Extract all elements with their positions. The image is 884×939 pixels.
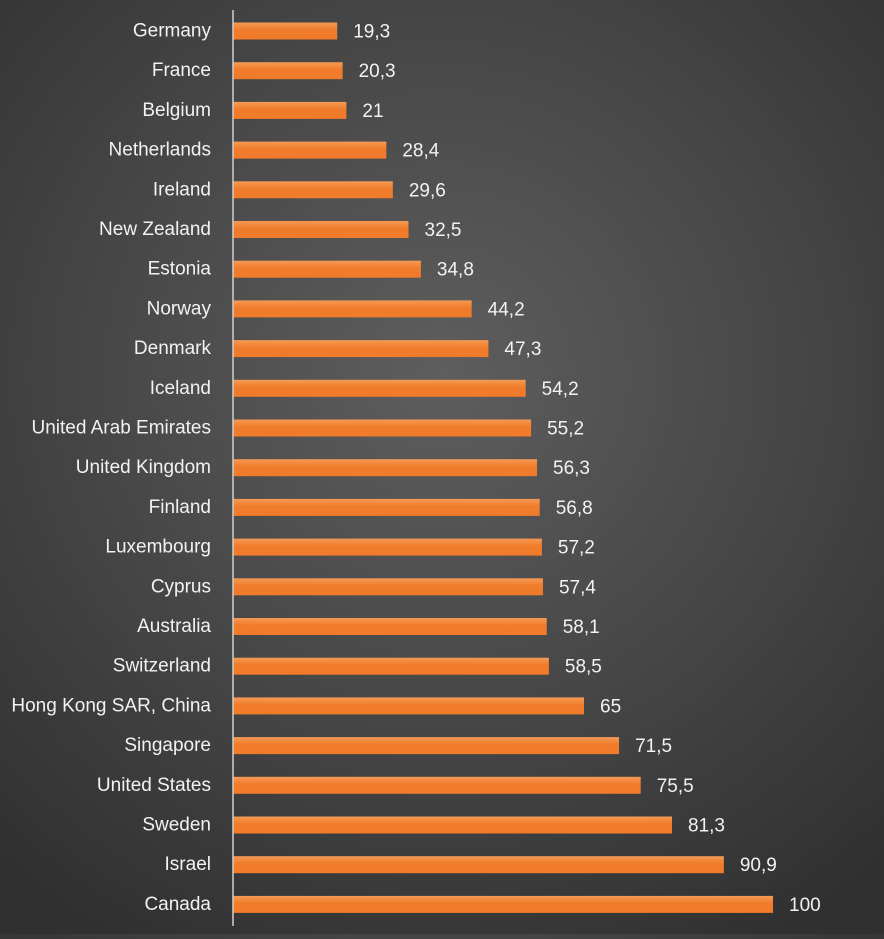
- value-label: 58,5: [565, 657, 602, 678]
- value-label: 56,3: [553, 458, 590, 479]
- category-label: Belgium: [142, 100, 211, 121]
- bar: [233, 419, 532, 437]
- value-label: 44,2: [488, 299, 525, 320]
- category-label: Australia: [137, 616, 211, 637]
- category-label: United Kingdom: [76, 457, 211, 478]
- bar: [233, 737, 620, 755]
- bar: [233, 816, 673, 834]
- bar: [233, 459, 538, 477]
- value-label: 58,1: [563, 617, 600, 638]
- category-label: Germany: [133, 21, 212, 42]
- bar: [233, 895, 773, 913]
- category-label: Denmark: [134, 338, 212, 359]
- category-label: New Zealand: [99, 219, 211, 240]
- category-label: Cyprus: [151, 576, 211, 597]
- bar: [233, 340, 489, 358]
- category-label: Sweden: [142, 815, 211, 836]
- value-label: 90,9: [740, 855, 777, 876]
- category-label: Singapore: [124, 735, 211, 756]
- value-label: 65: [600, 696, 621, 717]
- category-label: United States: [97, 775, 211, 796]
- value-label: 71,5: [635, 736, 672, 757]
- category-label: Ireland: [153, 179, 211, 200]
- value-label: 21: [362, 101, 383, 122]
- bar: [233, 618, 547, 635]
- category-label: United Arab Emirates: [31, 418, 211, 439]
- bar: [233, 379, 526, 397]
- value-label: 20,3: [359, 61, 396, 82]
- category-label: Estonia: [148, 259, 212, 280]
- value-label: 57,2: [558, 538, 595, 559]
- category-label: Hong Kong SAR, China: [11, 695, 211, 716]
- category-label: Israel: [165, 854, 211, 875]
- value-label: 75,5: [657, 776, 694, 797]
- bars-layer: Germany 19,3 France 20,3 Belgium 21 Netherland…: [11, 21, 820, 916]
- value-label: 56,8: [556, 498, 593, 519]
- value-label: 32,5: [425, 220, 462, 241]
- category-label: Canada: [144, 894, 211, 915]
- value-label: 34,8: [437, 260, 474, 281]
- bar: [233, 776, 641, 794]
- value-label: 54,2: [542, 379, 579, 400]
- category-label: Netherlands: [109, 140, 211, 161]
- bar: [233, 856, 724, 874]
- bar: [233, 657, 549, 675]
- bar: [233, 538, 542, 556]
- category-label: France: [152, 60, 211, 81]
- value-label: 28,4: [402, 141, 439, 162]
- bar: [233, 22, 338, 40]
- bar: [233, 101, 347, 119]
- value-label: 57,4: [559, 577, 596, 598]
- bar: [233, 62, 343, 80]
- bar: [233, 697, 584, 715]
- bar: [233, 578, 543, 596]
- value-label: 55,2: [547, 419, 584, 440]
- value-label: 100: [789, 895, 821, 916]
- category-label: Finland: [149, 497, 211, 518]
- value-label: 29,6: [409, 180, 446, 201]
- bar: [233, 181, 393, 199]
- bar: [233, 498, 540, 516]
- category-label: Luxembourg: [105, 537, 211, 558]
- category-label: Iceland: [150, 378, 211, 399]
- bar: [233, 260, 421, 278]
- category-label: Norway: [147, 298, 212, 319]
- category-label: Switzerland: [113, 656, 211, 677]
- value-label: 81,3: [688, 816, 725, 837]
- bar: [233, 221, 409, 238]
- bar: [233, 300, 472, 318]
- value-label: 19,3: [353, 22, 390, 43]
- value-label: 47,3: [504, 339, 541, 360]
- bar: [233, 141, 387, 159]
